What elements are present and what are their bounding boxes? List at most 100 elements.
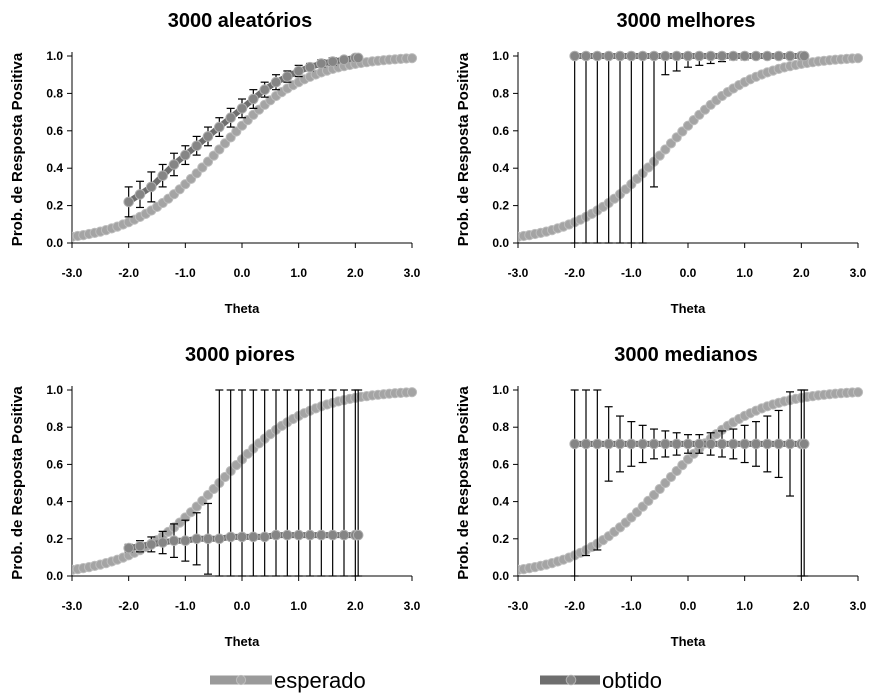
y-tick-label: 0.4 — [492, 161, 509, 175]
x-tick-label: 3.0 — [850, 599, 867, 613]
point-obtido — [214, 533, 225, 545]
point-esperado — [852, 387, 864, 398]
point-obtido — [592, 50, 603, 62]
y-tick-label: 0.0 — [46, 236, 63, 250]
series-obtido — [123, 389, 364, 577]
x-tick-label: -3.0 — [508, 599, 529, 613]
point-obtido — [168, 535, 180, 546]
point-obtido — [580, 438, 592, 450]
point-obtido — [352, 52, 364, 64]
point-obtido — [282, 71, 293, 82]
point-obtido — [728, 438, 739, 450]
point-obtido — [316, 529, 327, 541]
point-obtido — [180, 149, 191, 161]
point-obtido — [660, 438, 671, 450]
point-obtido — [592, 438, 603, 450]
y-tick-label: 0.4 — [492, 495, 509, 509]
point-obtido — [739, 50, 750, 62]
x-tick-label: -3.0 — [508, 266, 529, 280]
x-tick-label: -1.0 — [621, 599, 642, 613]
point-obtido — [304, 61, 316, 73]
point-obtido — [603, 50, 614, 62]
point-obtido — [202, 533, 214, 545]
y-axis-label: Prob. de Resposta Positiva — [455, 386, 472, 580]
y-axis-label: Prob. de Resposta Positiva — [9, 52, 26, 246]
series-esperado-line — [72, 55, 413, 240]
series-esperado-line — [518, 55, 859, 240]
y-tick-label: 0.2 — [492, 532, 509, 546]
point-obtido — [248, 93, 259, 105]
point-obtido — [671, 50, 682, 62]
point-obtido — [716, 438, 728, 450]
point-obtido — [352, 529, 364, 541]
point-obtido — [123, 196, 134, 208]
y-axis-label: Prob. de Resposta Positiva — [9, 386, 26, 580]
y-tick-label: 0.2 — [492, 199, 509, 213]
legend-item-esperado: esperado — [210, 668, 366, 693]
point-obtido — [157, 537, 168, 548]
error-bars — [124, 55, 363, 218]
x-tick-label: 2.0 — [347, 599, 364, 613]
point-obtido — [214, 121, 225, 133]
point-obtido — [327, 529, 338, 541]
y-tick-label: 0.8 — [492, 86, 509, 100]
point-obtido — [728, 50, 739, 62]
point-obtido — [773, 438, 784, 450]
y-tick-label: 0.6 — [492, 124, 509, 138]
legend: esperado obtido — [210, 668, 662, 693]
point-obtido — [580, 50, 592, 62]
x-tick-label: -2.0 — [118, 599, 139, 613]
point-obtido — [123, 542, 134, 554]
point-obtido — [316, 58, 327, 69]
point-obtido — [338, 54, 350, 65]
point-obtido — [293, 529, 304, 541]
x-tick-label: 0.0 — [234, 266, 251, 280]
point-obtido — [773, 50, 784, 62]
point-obtido — [327, 56, 338, 67]
y-tick-label: 0.2 — [46, 199, 63, 213]
x-tick-label: 1.0 — [736, 599, 753, 613]
point-obtido — [146, 539, 157, 550]
point-obtido — [259, 531, 270, 543]
chart-title: 3000 aleatórios — [168, 10, 313, 32]
point-esperado — [406, 387, 418, 398]
y-tick-label: 0.4 — [46, 495, 63, 509]
x-tick-label: 1.0 — [290, 599, 307, 613]
x-tick-label: 1.0 — [736, 266, 753, 280]
legend-marker-obtido — [565, 674, 577, 686]
point-obtido — [569, 50, 580, 62]
point-obtido — [614, 438, 626, 450]
chart-panel-1: 3000 aleatórios 0.0 0.2 0.4 0.6 0.8 1.0 -3.0 -2.… — [9, 10, 421, 316]
chart-title: 3000 melhores — [617, 10, 756, 32]
x-tick-label: -2.0 — [564, 599, 585, 613]
series-obtido — [569, 389, 810, 577]
point-obtido — [270, 529, 282, 541]
x-axis-label: Theta — [671, 301, 706, 316]
point-obtido — [146, 181, 157, 193]
legend-marker-esperado — [235, 674, 247, 686]
point-obtido — [705, 438, 716, 450]
y-tick-label: 0.8 — [492, 420, 509, 434]
point-obtido — [762, 50, 773, 62]
point-obtido — [168, 159, 180, 170]
y-tick-label: 0.2 — [46, 532, 63, 546]
point-obtido — [648, 438, 660, 450]
point-obtido — [614, 50, 626, 62]
point-obtido — [191, 533, 202, 545]
point-obtido — [157, 170, 168, 181]
point-obtido — [750, 438, 762, 450]
x-tick-label: -1.0 — [175, 266, 196, 280]
y-tick-label: 0.8 — [46, 420, 63, 434]
point-obtido — [248, 531, 259, 543]
x-tick-label: 3.0 — [850, 266, 867, 280]
point-esperado — [406, 53, 418, 64]
series-esperado — [72, 53, 418, 242]
x-tick-label: 0.0 — [234, 599, 251, 613]
chart-panel-3: 3000 piores 0.0 0.2 0.4 0.6 0.8 1.0 -3.0 -2.0 -1.… — [9, 344, 421, 649]
point-obtido — [798, 438, 810, 450]
point-esperado — [852, 53, 864, 64]
x-tick-label: 0.0 — [680, 266, 697, 280]
series-obtido — [569, 50, 810, 244]
point-obtido — [225, 531, 236, 543]
